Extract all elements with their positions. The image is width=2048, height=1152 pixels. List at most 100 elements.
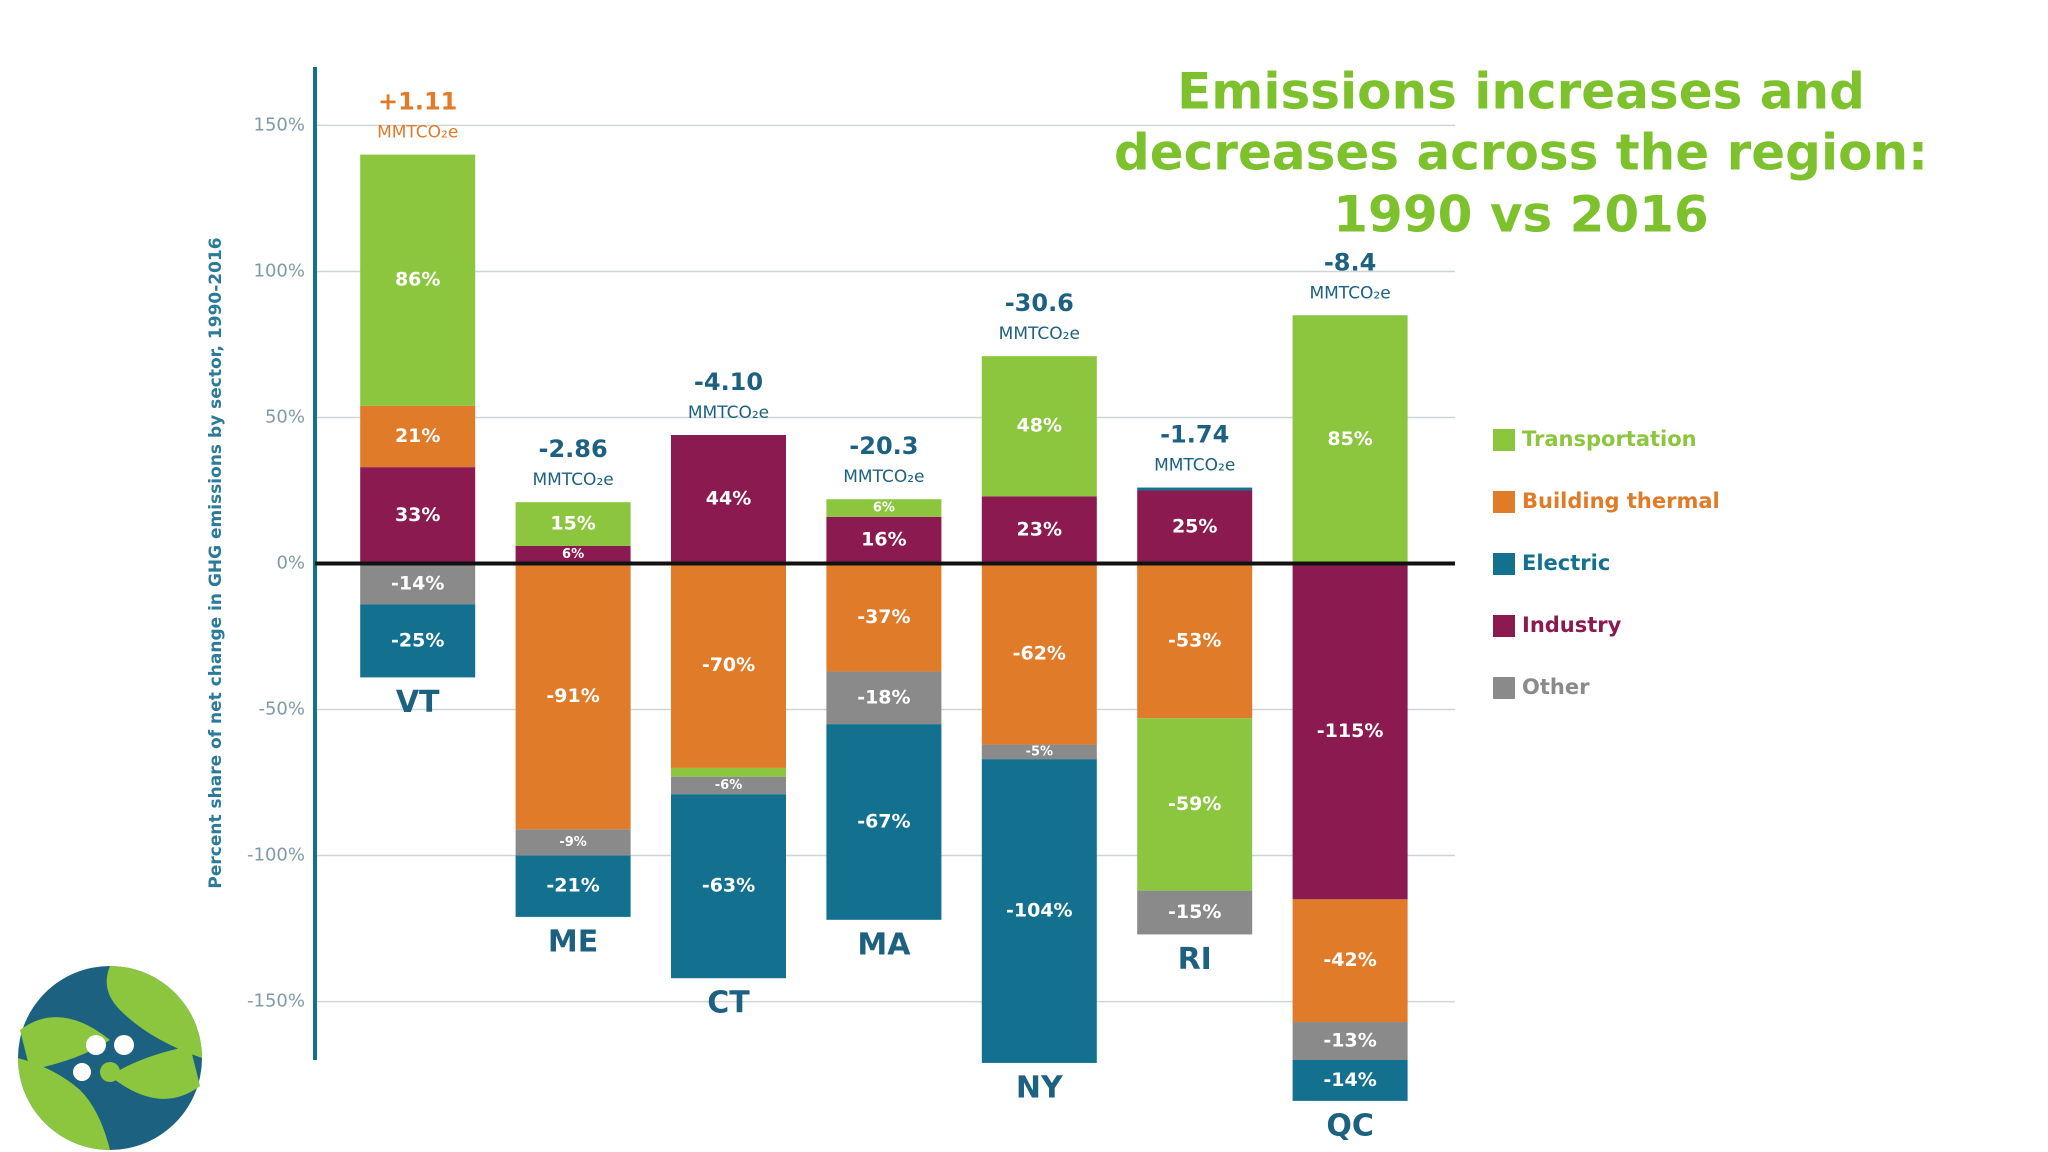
data-label: -6% [715,778,742,793]
chart-title: 1990 vs 2016 [1333,186,1709,244]
bar-segment [515,502,631,546]
y-tick-label: 50% [265,406,305,427]
total-label: -2.86 [539,435,608,463]
data-label: 25% [1172,515,1217,537]
bar-segment [981,759,1097,1063]
bar-segment [981,563,1097,745]
bar-segment [1137,563,1253,719]
x-tick-label: CT [707,986,750,1021]
data-label: 86% [395,269,440,291]
total-unit: MMTCO₂e [532,470,613,490]
bar-segment [515,545,631,564]
bar-segment [981,356,1097,497]
chart-title: decreases across the region: [1114,124,1928,182]
data-label: 15% [550,513,595,535]
y-tick-label: 100% [254,260,305,281]
data-label: -25% [391,629,444,651]
total-unit: MMTCO₂e [843,467,924,487]
bar-segment [1292,899,1408,1023]
y-tick-label: -100% [247,845,305,866]
legend-label: Industry [1522,613,1622,637]
bar-segment [671,776,786,795]
total-label: +1.11 [378,88,457,116]
data-label: 23% [1017,518,1062,540]
bar-segment [1137,490,1253,564]
total-unit: MMTCO₂e [1154,456,1235,476]
data-label: 48% [1017,415,1062,437]
total-label: -30.6 [1005,289,1074,317]
bar-segment [1137,718,1253,891]
data-label: -62% [1013,643,1066,665]
legend-swatch [1493,553,1515,575]
bar-segment [826,724,942,920]
data-label: -14% [391,572,444,594]
data-label: -14% [1323,1069,1376,1091]
bar-segment [360,563,476,605]
data-label: -115% [1317,720,1384,742]
total-unit: MMTCO₂e [377,123,458,143]
bar-segment [671,563,786,768]
bar-segment [826,499,942,517]
data-label: 33% [395,504,440,526]
bar-segment [1292,563,1408,900]
bar-segment [981,744,1097,760]
y-tick-label: 150% [254,114,305,135]
legend-swatch [1493,677,1515,699]
bar-segment [671,794,786,979]
chart-title: Emissions increases and [1177,63,1865,121]
y-tick-label: 0% [276,553,305,574]
bar-segment [1292,315,1408,564]
legend-label: Transportation [1522,427,1697,451]
total-label: -1.74 [1160,421,1229,449]
data-label: -67% [857,810,910,832]
bar-segment [1292,1060,1408,1101]
data-label: -91% [546,685,599,707]
bar-segment [826,563,942,672]
logo [18,966,202,1150]
data-label: -9% [559,835,586,850]
data-label: 6% [562,547,584,562]
data-label: -15% [1168,901,1221,923]
bar-segment [360,604,476,678]
data-label: -37% [857,606,910,628]
data-label: -5% [1026,744,1053,759]
x-tick-label: ME [548,924,598,959]
data-label: -18% [857,686,910,708]
bar-segment [360,154,476,406]
total-unit: MMTCO₂e [1309,283,1390,303]
total-label: -8.4 [1324,248,1376,276]
bar-segment [360,467,476,564]
data-label: 6% [873,501,895,516]
legend-label: Electric [1522,551,1610,575]
data-label: -21% [546,875,599,897]
bar-segment [515,563,631,830]
bar-segment [981,496,1097,564]
legend-swatch [1493,491,1515,513]
data-label: 85% [1327,428,1372,450]
y-tick-label: -150% [247,991,305,1012]
legend-swatch [1493,615,1515,637]
data-label: -70% [702,654,755,676]
bar-segment [515,855,631,917]
data-label: -42% [1323,949,1376,971]
data-label: -59% [1168,793,1221,815]
bar-segment [826,671,942,725]
legend-label: Other [1522,675,1590,699]
x-tick-label: RI [1178,942,1212,977]
bar-segment [671,434,786,564]
data-label: 21% [395,425,440,447]
data-label: -53% [1168,629,1221,651]
total-label: -20.3 [849,432,918,460]
data-label: -13% [1323,1030,1376,1052]
bar-segment [360,405,476,468]
x-tick-label: QC [1326,1108,1374,1143]
x-tick-label: NY [1016,1070,1064,1105]
data-label: -63% [702,875,755,897]
legend-label: Building thermal [1522,489,1720,513]
data-label: -104% [1006,900,1073,922]
total-unit: MMTCO₂e [999,324,1080,344]
legend-swatch [1493,429,1515,451]
x-tick-label: MA [857,927,911,962]
